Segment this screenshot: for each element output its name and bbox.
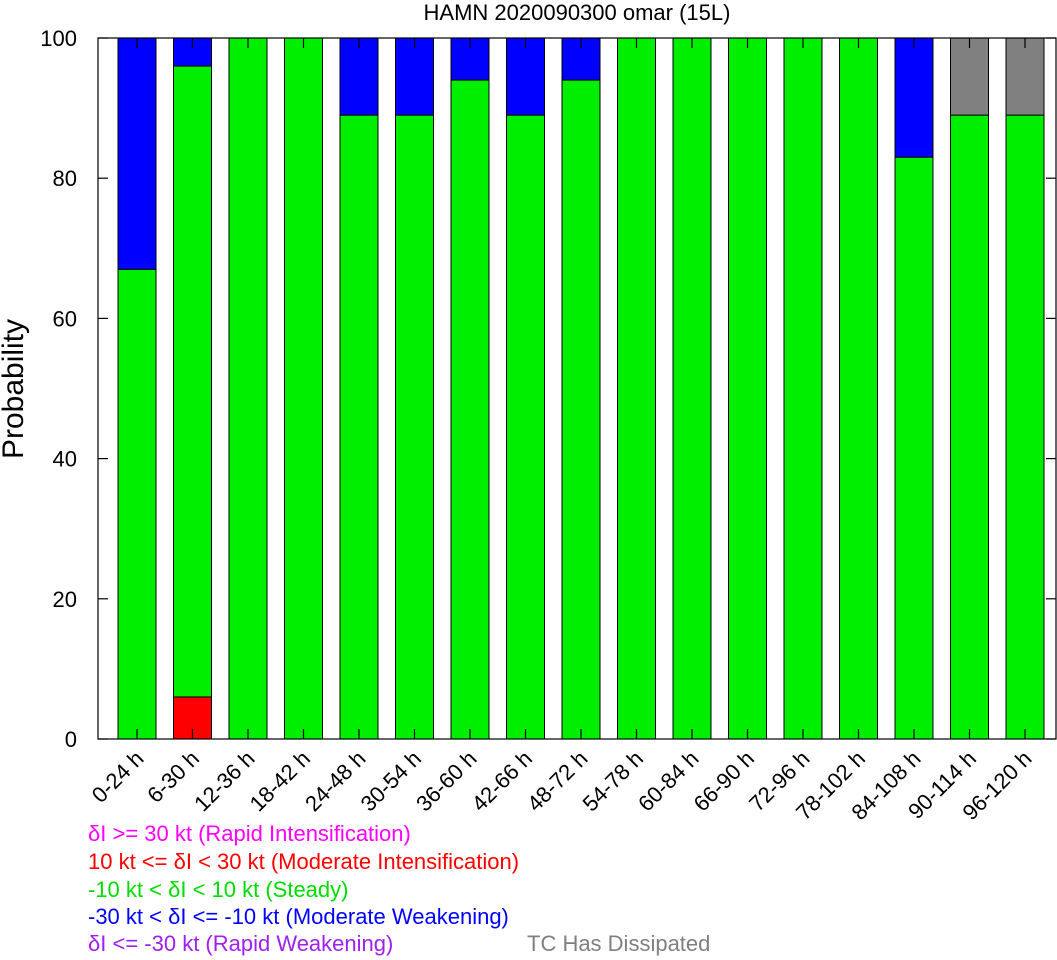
bar-segment-15-2: [950, 114, 989, 740]
y-tick-label-1: 20: [53, 587, 77, 612]
bar-segment-14-3: [894, 37, 934, 158]
bar-segment-7-2: [506, 114, 545, 740]
bar-segment-5-3: [395, 37, 434, 116]
plot-frame: [97, 37, 1057, 740]
x-tick-label-8: 48-72 h: [522, 746, 592, 816]
legend-rapid-intensification: δI >= 30 kt (Rapid Intensification): [88, 821, 411, 846]
x-tick-label-6: 36-60 h: [411, 746, 481, 816]
x-tick-label-2: 12-36 h: [189, 746, 259, 816]
x-tick-label-5: 30-54 h: [356, 746, 426, 816]
bar-segment-8-3: [561, 37, 601, 81]
legend-rapid-weakening: δI <= -30 kt (Rapid Weakening): [88, 931, 394, 956]
legend-dissipated: TC Has Dissipated: [527, 931, 711, 956]
y-tick-label-0: 0: [65, 727, 77, 752]
bar-segment-13-2: [839, 37, 878, 740]
bar-segment-15-5: [950, 37, 989, 116]
bar-segment-12-2: [783, 37, 823, 740]
y-axis: 0 20 40 60 80 100: [40, 26, 1056, 752]
legend-moderate-intensification: 10 kt <= δI < 30 kt (Moderate Intensific…: [88, 849, 520, 874]
bar-segment-3-2: [284, 37, 323, 740]
bar-segment-7-3: [506, 37, 545, 116]
bar-segment-9-2: [617, 37, 656, 740]
x-tick-label-3: 18-42 h: [245, 746, 315, 816]
chart-title: HAMN 2020090300 omar (15L): [424, 0, 731, 25]
x-tick-label-11: 66-90 h: [689, 746, 759, 816]
bar-segment-0-2: [117, 268, 157, 740]
bar-segment-4-3: [339, 37, 379, 116]
y-tick-label-5: 100: [40, 26, 77, 51]
x-tick-label-7: 42-66 h: [467, 746, 537, 816]
bar-segment-16-5: [1005, 37, 1045, 116]
bar-segment-10-2: [672, 37, 712, 740]
bar-segment-5-2: [395, 114, 434, 740]
y-tick-label-4: 80: [53, 166, 77, 191]
bar-segment-6-2: [450, 79, 490, 740]
bar-segment-4-2: [339, 114, 379, 740]
bar-segment-1-2: [173, 65, 212, 698]
x-tick-label-0: 0-24 h: [87, 746, 149, 808]
legend-steady: -10 kt < δI < 10 kt (Steady): [88, 877, 349, 902]
bar-segment-14-2: [894, 156, 934, 740]
bar-segment-2-2: [228, 37, 268, 740]
bars-group: [117, 37, 1045, 740]
bar-segment-11-2: [728, 37, 767, 740]
y-tick-label-2: 40: [53, 447, 77, 472]
bar-segment-0-3: [117, 37, 157, 270]
x-tick-label-4: 24-48 h: [300, 746, 370, 816]
y-tick-label-3: 60: [53, 306, 77, 331]
x-tick-label-9: 54-78 h: [578, 746, 648, 816]
y-axis-label: Probability: [0, 319, 30, 459]
bar-segment-16-2: [1005, 114, 1045, 740]
bar-segment-8-2: [561, 79, 601, 740]
legend-moderate-weakening: -30 kt < δI <= -10 kt (Moderate Weakenin…: [88, 904, 509, 929]
x-tick-label-10: 60-84 h: [633, 746, 703, 816]
